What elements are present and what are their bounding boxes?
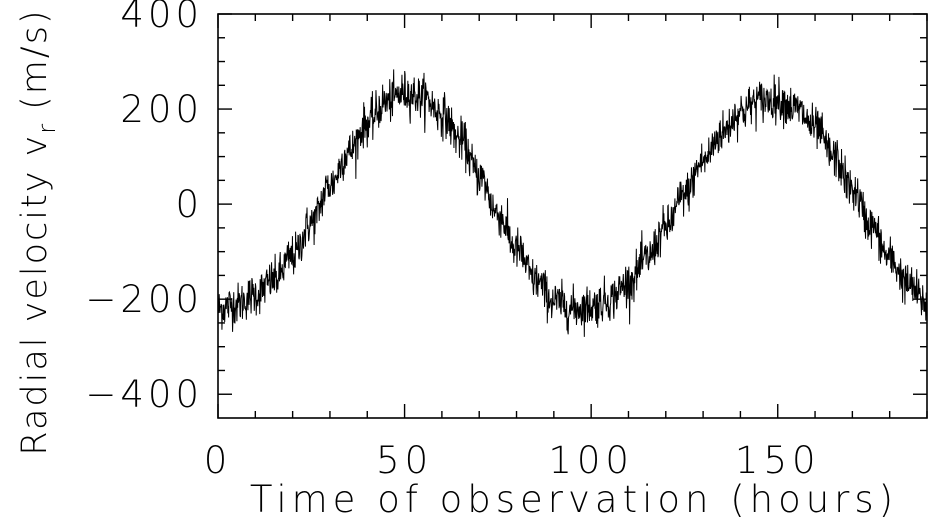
- x-tick-label: 100: [548, 439, 634, 482]
- y-axis-label-main: Radial velocity v: [15, 134, 55, 456]
- x-tick-label: 150: [735, 439, 821, 482]
- y-tick-label: 400: [120, 0, 203, 36]
- tick-marks: [217, 13, 928, 418]
- x-tick-label: 50: [376, 439, 433, 482]
- y-axis-label-subscript: r: [33, 122, 61, 134]
- tick-labels: 0 50 100 150 −400 −200 0 200 400: [85, 0, 821, 482]
- data-layer: [217, 69, 928, 337]
- y-axis-label-unit: (m/s): [15, 8, 55, 109]
- y-tick-label: −400: [85, 373, 203, 416]
- x-axis-label: Time of observation (hours): [250, 478, 898, 519]
- y-axis-label: Radial velocity vr (m/s): [15, 8, 61, 455]
- radial-velocity-series-line: [217, 69, 928, 337]
- x-tick-label: 0: [204, 439, 233, 482]
- y-tick-label: 200: [120, 88, 203, 131]
- plot-frame: [217, 13, 928, 419]
- y-tick-label: 0: [175, 183, 203, 226]
- y-tick-label: −200: [85, 278, 203, 321]
